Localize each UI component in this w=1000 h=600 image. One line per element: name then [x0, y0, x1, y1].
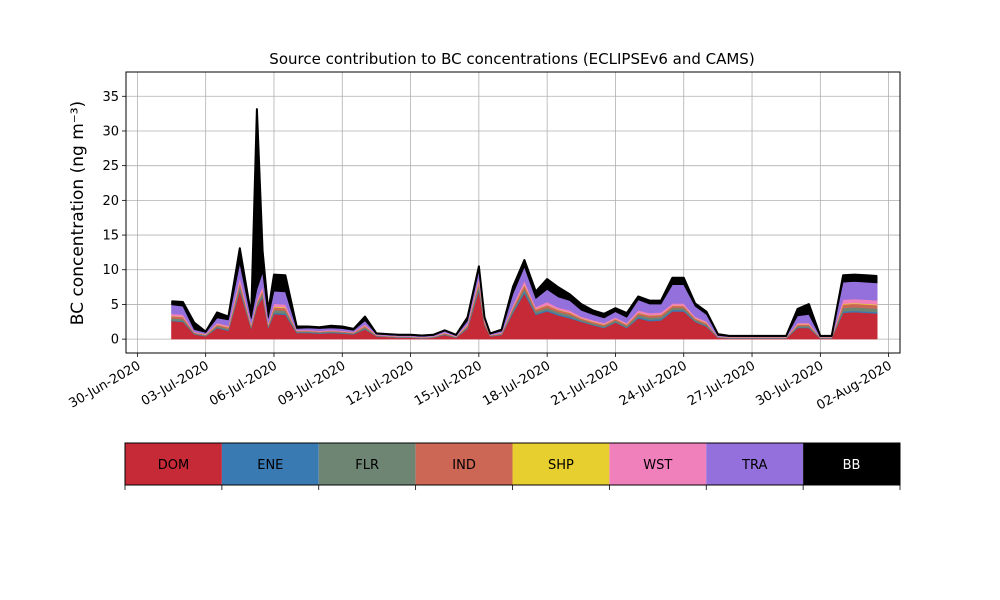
x-tick-label: 21-Jul-2020	[549, 358, 622, 409]
legend-swatch-bb	[803, 443, 900, 485]
x-tick-label: 06-Jul-2020	[207, 358, 280, 409]
x-tick-label: 03-Jul-2020	[139, 358, 212, 409]
x-tick-label: 09-Jul-2020	[275, 358, 348, 409]
x-tick-label: 02-Aug-2020	[814, 358, 894, 413]
x-tick-label: 27-Jul-2020	[685, 358, 758, 409]
legend-label-wst: WST	[643, 458, 672, 473]
legend-swatch-flr	[318, 443, 416, 485]
colorbar-legend: DOM ENE FLR IND SHP WST TRA BB	[124, 442, 901, 490]
x-tick-label: 15-Jul-2020	[412, 358, 485, 409]
legend-swatch-tra	[706, 443, 804, 485]
legend-swatch-dom	[125, 443, 222, 485]
y-tick-label: 25	[102, 159, 119, 174]
stacked-areas	[171, 108, 878, 340]
legend-swatch-wst	[609, 443, 707, 485]
legend-swatch-ind	[415, 443, 513, 485]
legend-swatch-shp	[512, 443, 610, 485]
y-tick-label: 20	[102, 194, 119, 209]
x-tick-label: 30-Jun-2020	[67, 358, 144, 411]
total-outline-line	[171, 108, 878, 337]
y-tick-label: 5	[111, 298, 119, 313]
legend-label-dom: DOM	[158, 458, 189, 473]
x-tick-label: 24-Jul-2020	[617, 358, 690, 409]
legend-label-bb: BB	[843, 458, 861, 473]
chart-title: Source contribution to BC concentrations…	[269, 50, 754, 68]
y-tick-label: 30	[102, 124, 119, 139]
y-axis-ticks: 0 5 10 15 20 25 30 35	[102, 90, 126, 348]
axes-frame	[125, 71, 901, 354]
legend-swatch-ene	[221, 443, 319, 485]
plot-frame	[125, 71, 901, 354]
legend-label-ene: ENE	[257, 458, 283, 473]
x-tick-label: 12-Jul-2020	[344, 358, 417, 409]
y-tick-label: 35	[102, 90, 119, 105]
legend-label-tra: TRA	[741, 458, 767, 473]
legend-label-shp: SHP	[548, 458, 574, 473]
y-tick-label: 15	[102, 229, 119, 244]
legend-label-flr: FLR	[355, 458, 379, 473]
y-tick-label: 10	[102, 263, 119, 278]
y-axis-label: BC concentration (ng m⁻³)	[68, 101, 88, 325]
x-tick-label: 18-Jul-2020	[480, 358, 553, 409]
legend-label-ind: IND	[452, 458, 476, 473]
y-tick-label: 0	[111, 333, 119, 348]
x-axis-ticks: 30-Jun-202003-Jul-202006-Jul-202009-Jul-…	[67, 353, 895, 414]
legend-frame	[124, 442, 901, 486]
